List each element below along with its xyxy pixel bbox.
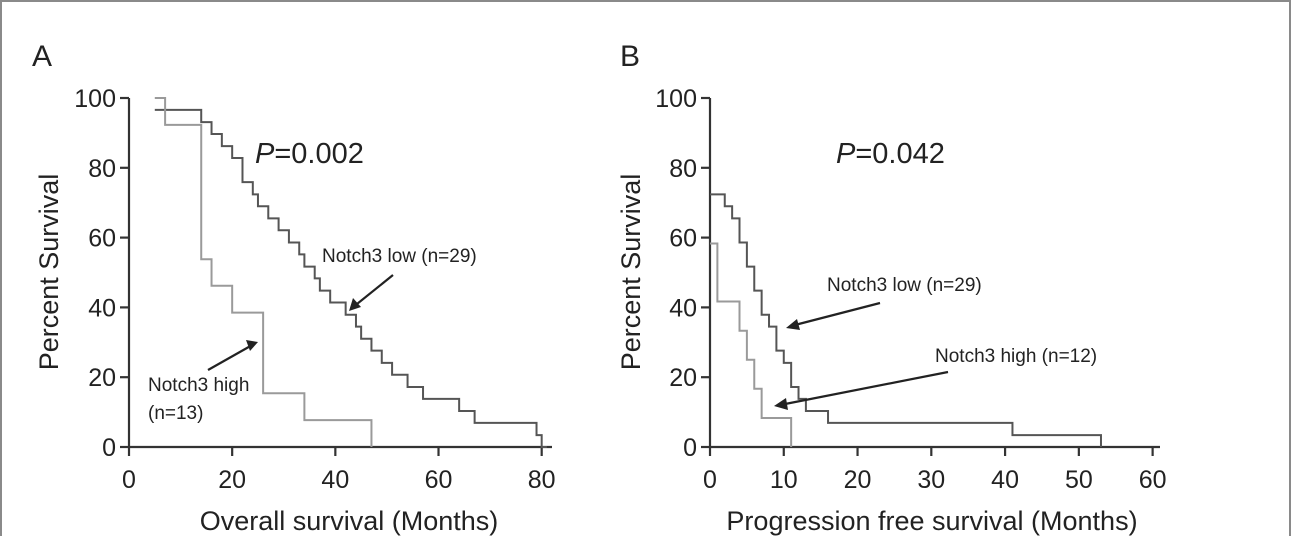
panel-a-annotation-high-n: (n=13) bbox=[148, 403, 203, 424]
panel-a-annotation-low: Notch3 low (n=29) bbox=[322, 246, 477, 267]
panel-a-p-value: P=0.002 bbox=[255, 138, 364, 170]
panel-b-p-symbol: P bbox=[836, 138, 856, 170]
panel-a-p-number: =0.002 bbox=[274, 138, 364, 170]
panel-b-annotation-high: Notch3 high (n=12) bbox=[935, 346, 1097, 367]
panel-b-y-tick-label-5: 100 bbox=[655, 85, 697, 113]
panel-b-y-label: Percent Survival bbox=[616, 174, 646, 371]
panel-b-x-tick-label-2: 20 bbox=[844, 466, 872, 494]
panel-b-y-tick-label-3: 60 bbox=[669, 225, 697, 253]
panel-b-x-tick-label-5: 50 bbox=[1065, 466, 1093, 494]
panel-b-y-tick-label-4: 80 bbox=[669, 155, 697, 183]
panel-a-y-tick-label-2: 40 bbox=[88, 294, 116, 322]
panel-a-x-label: Overall survival (Months) bbox=[200, 506, 499, 536]
panel-a-x-tick-label-4: 80 bbox=[528, 466, 556, 494]
panel-b-annotation-low: Notch3 low (n=29) bbox=[827, 275, 982, 296]
panel-letter-a: A bbox=[32, 40, 52, 73]
panel-b-series-high-line bbox=[710, 242, 793, 447]
panel-b-y-tick-label-1: 20 bbox=[669, 364, 697, 392]
panel-a-arrow-low bbox=[349, 274, 394, 311]
panel-a-series-high-line bbox=[154, 97, 373, 447]
panel-a-series-low-line bbox=[154, 108, 547, 448]
panel-a-x-tick-label-3: 60 bbox=[425, 466, 453, 494]
panel-b-x-tick-label-1: 10 bbox=[770, 466, 798, 494]
panel-a-ticks: 0 20 40 60 80 0 20 40 60 80 100 bbox=[74, 85, 555, 494]
panel-a-series bbox=[154, 97, 547, 448]
panel-b-y-tick-label-0: 0 bbox=[683, 434, 697, 462]
panel-b-arrow-low bbox=[786, 301, 881, 330]
panel-a-annotation-high: Notch3 high bbox=[148, 375, 249, 396]
panel-a-y-tick-label-1: 20 bbox=[88, 364, 116, 392]
panel-b-x-tick-label-4: 40 bbox=[991, 466, 1019, 494]
panel-a-axes bbox=[127, 98, 552, 449]
panel-a: A 0 20 40 60 80 0 20 40 60 80 100 P=0.002 Notch3 l… bbox=[32, 40, 556, 536]
panel-b-axes bbox=[708, 98, 1160, 449]
panel-b-y-tick-label-2: 40 bbox=[669, 294, 697, 322]
panel-a-x-tick-label-2: 40 bbox=[321, 466, 349, 494]
panel-b-series bbox=[710, 193, 1102, 447]
panel-b-p-number: =0.042 bbox=[855, 138, 945, 170]
panel-a-y-tick-label-3: 60 bbox=[88, 225, 116, 253]
panel-b-p-value: P=0.042 bbox=[836, 138, 945, 170]
panel-letter-b: B bbox=[620, 40, 640, 73]
panel-b-x-label: Progression free survival (Months) bbox=[726, 506, 1137, 536]
panel-a-x-tick-label-0: 0 bbox=[122, 466, 136, 494]
panel-b-arrow-high bbox=[774, 370, 949, 410]
panel-a-arrow-high bbox=[207, 340, 258, 371]
panel-a-x-tick-label-1: 20 bbox=[218, 466, 246, 494]
panel-a-y-label: Percent Survival bbox=[34, 174, 64, 371]
panel-b-x-tick-label-3: 30 bbox=[917, 466, 945, 494]
panel-a-p-symbol: P bbox=[255, 138, 275, 170]
panel-b: B 0 10 20 30 40 50 60 0 20 40 60 80 100 P=0.042 Notc… bbox=[616, 40, 1167, 536]
panel-b-x-tick-label-6: 60 bbox=[1139, 466, 1167, 494]
panel-a-y-tick-label-0: 0 bbox=[102, 434, 116, 462]
panel-a-y-tick-label-5: 100 bbox=[74, 85, 116, 113]
panel-b-x-tick-label-0: 0 bbox=[703, 466, 717, 494]
panel-b-series-low-line bbox=[710, 193, 1102, 447]
panel-b-ticks: 0 10 20 30 40 50 60 0 20 40 60 80 100 bbox=[655, 85, 1166, 494]
panel-a-y-tick-label-4: 80 bbox=[88, 155, 116, 183]
